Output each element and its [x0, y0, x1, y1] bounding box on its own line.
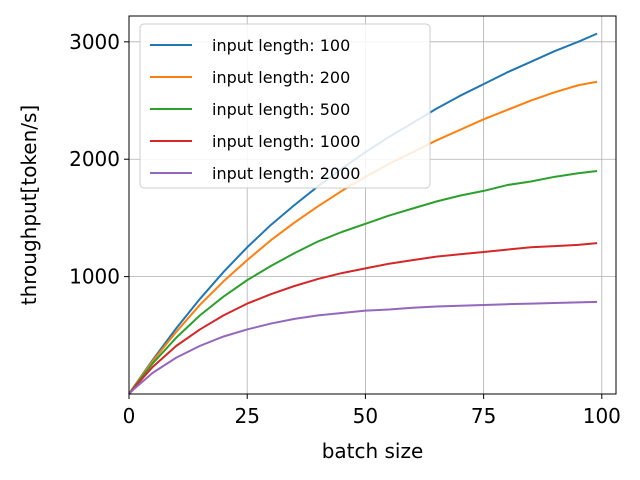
- x-tick-label-1: 25: [234, 404, 259, 428]
- x-tick-label-2: 50: [353, 404, 378, 428]
- y-tick-label-1: 2000: [69, 147, 120, 171]
- legend-label-1: input length: 200: [212, 68, 350, 87]
- y-axis-ticks: 1000 2000 3000: [69, 30, 129, 289]
- legend-label-0: input length: 100: [212, 36, 350, 55]
- y-tick-label-0: 1000: [69, 265, 120, 289]
- y-tick-label-2: 3000: [69, 30, 120, 54]
- legend-label-2: input length: 500: [212, 100, 350, 119]
- legend: input length: 100 input length: 200 input …: [139, 23, 431, 189]
- plot-frame: [128, 15, 617, 395]
- legend-label-3: input length: 1000: [212, 132, 360, 151]
- series-line-4: [128, 300, 598, 395]
- series-line-2: [128, 169, 598, 395]
- x-axis-title: batch size: [322, 439, 424, 463]
- x-tick-label-0: 0: [123, 404, 136, 428]
- x-axis-ticks: 0 25 50 75 100: [123, 394, 621, 428]
- legend-box: [139, 23, 431, 189]
- x-tick-label-4: 100: [583, 404, 621, 428]
- y-axis-title: throughput[token/s]: [17, 105, 41, 306]
- x-tick-label-3: 75: [471, 404, 496, 428]
- series-line-3: [128, 242, 598, 395]
- legend-label-4: input length: 2000: [212, 164, 360, 183]
